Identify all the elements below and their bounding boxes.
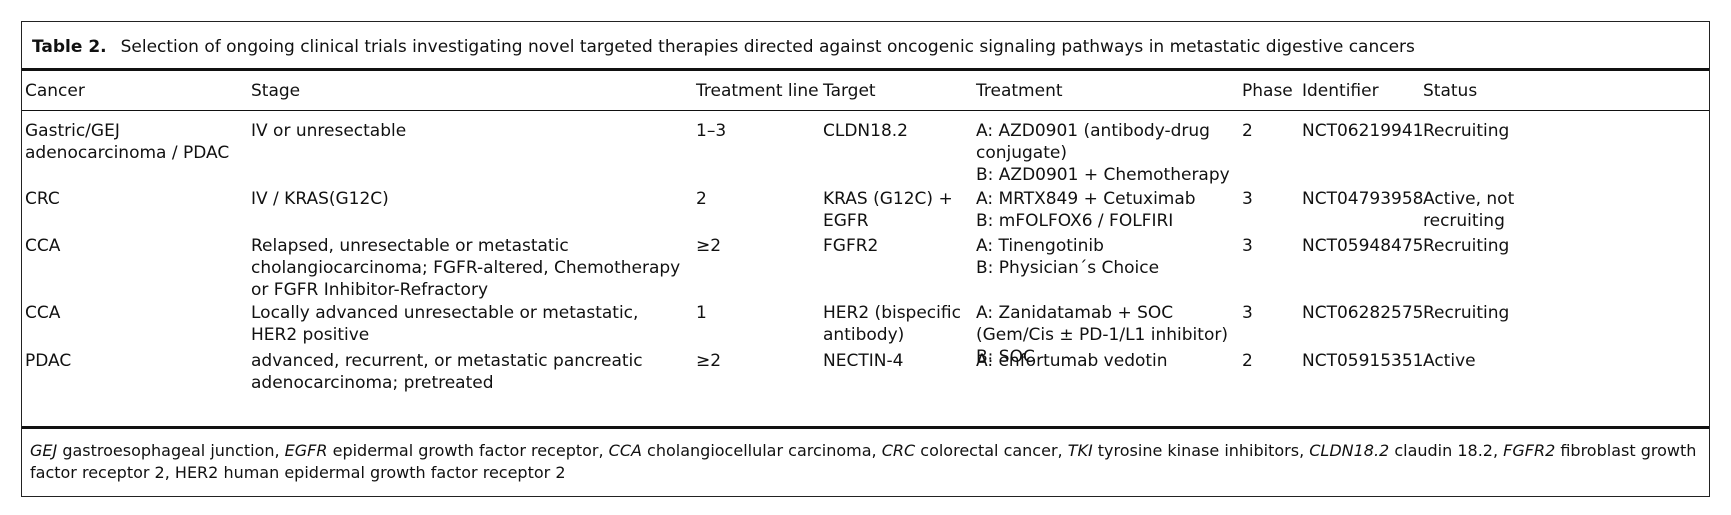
cell-identifier: NCT06219941 [1302,121,1424,141]
cell-phase: 3 [1242,189,1253,209]
cell-status: Active, not recruiting [1423,189,1515,231]
cell-stage: advanced, recurrent, or metastatic pancr… [251,351,643,393]
cell-identifier: NCT04793958 [1302,189,1424,209]
footnote-abbr: CRC [881,441,916,460]
header-stage: Stage [251,81,301,101]
cell-treatment: A: Tinengotinib B: Physician´s Choice [976,235,1238,279]
cell-stage: IV or unresectable [251,121,407,141]
cell-line: 1–3 [696,121,727,141]
treatment-line-b: B: AZD0901 + Chemotherapy [976,165,1230,185]
footnote-def: claudin 18.2 [1394,441,1493,460]
cell-target: KRAS (G12C) + EGFR [823,189,953,231]
footnote-def: human epidermal growth factor receptor 2 [223,463,566,482]
top-rule [22,68,1709,71]
footnote-abbr: EGFR [284,441,328,460]
table-caption: Table 2. Selection of ongoing clinical tr… [32,36,1415,58]
cell-cancer: CCA [25,236,61,256]
header-phase: Phase [1242,81,1293,101]
footnote-abbr: CCA [608,441,642,460]
cell-status: Active [1423,351,1476,371]
bottom-rule [22,426,1709,429]
cell-target: HER2 (bispecific antibody) [823,303,961,345]
cell-stage: IV / KRAS(G12C) [251,189,389,209]
cell-status: Recruiting [1423,236,1510,256]
cell-target: NECTIN-4 [823,351,904,371]
cell-cancer: PDAC [25,351,72,371]
footnote-abbr: HER2 [174,463,219,482]
footnote-abbr: GEJ [30,441,58,460]
cell-stage: Relapsed, unresectable or metastatic cho… [251,236,681,300]
cell-treatment: A: enfortumab vedotin [976,350,1238,372]
header-rule [22,110,1709,112]
cell-phase: 3 [1242,236,1253,256]
cell-phase: 2 [1242,121,1253,141]
footnote-abbr: CLDN18.2 [1309,441,1390,460]
header-treatment-line: Treatment line [696,81,819,101]
header-identifier: Identifier [1302,81,1379,101]
footnote-def: fibroblast growth factor receptor 2 [30,441,1697,482]
cell-treatment: A: AZD0901 (antibody-drug conjugate) B: … [976,120,1238,186]
cell-phase: 2 [1242,351,1253,371]
header-target: Target [823,81,876,101]
cell-line: ≥2 [696,236,722,256]
footnote-def: colorectal cancer [920,441,1058,460]
header-status: Status [1423,81,1478,101]
footnote-def: cholangiocellular carcinoma [647,441,872,460]
treatment-line-a: A: enfortumab vedotin [976,351,1168,371]
cell-identifier: NCT05915351 [1302,351,1424,371]
treatment-line-b: B: Physician´s Choice [976,258,1160,278]
treatment-line-a: A: Zanidatamab + SOC (Gem/Cis ± PD-1/L1 … [976,303,1228,367]
cell-line: 1 [696,303,707,323]
caption-text: Selection of ongoing clinical trials inv… [120,37,1415,57]
cell-target: FGFR2 [823,236,879,256]
treatment-line-b: B: mFOLFOX6 / FOLFIRI [976,211,1174,231]
cell-treatment: A: Zanidatamab + SOC (Gem/Cis ± PD-1/L1 … [976,302,1238,368]
footnote-abbr: TKI [1067,441,1093,460]
footnote-def: epidermal growth factor receptor [332,441,599,460]
cell-cancer: Gastric/GEJ adenocarcinoma / PDAC [25,121,230,163]
cell-status: Recruiting [1423,121,1510,141]
table-frame: Table 2. Selection of ongoing clinical tr… [21,21,1710,497]
cell-cancer: CRC [25,189,60,209]
treatment-line-a: A: Tinengotinib [976,236,1104,256]
cell-status: Recruiting [1423,303,1510,323]
cell-line: 2 [696,189,707,209]
cell-line: ≥2 [696,351,722,371]
header-treatment: Treatment [976,81,1063,101]
footnote-def: tyrosine kinase inhibitors [1097,441,1300,460]
cell-cancer: CCA [25,303,61,323]
table-footnote: GEJ gastroesophageal junction, EGFR epid… [30,441,1697,482]
cell-target: CLDN18.2 [823,121,908,141]
cell-stage: Locally advanced unresectable or metasta… [251,303,639,345]
footnote-def: gastroesophageal junction [62,441,275,460]
footnote-abbr: FGFR2 [1503,441,1556,460]
cell-phase: 3 [1242,303,1253,323]
treatment-line-a: A: AZD0901 (antibody-drug conjugate) [976,121,1210,163]
cell-identifier: NCT06282575 [1302,303,1424,323]
cell-treatment: A: MRTX849 + Cetuximab B: mFOLFOX6 / FOL… [976,188,1238,232]
treatment-line-a: A: MRTX849 + Cetuximab [976,189,1196,209]
caption-label: Table 2. [32,37,107,57]
header-cancer: Cancer [25,81,85,101]
cell-identifier: NCT05948475 [1302,236,1424,256]
